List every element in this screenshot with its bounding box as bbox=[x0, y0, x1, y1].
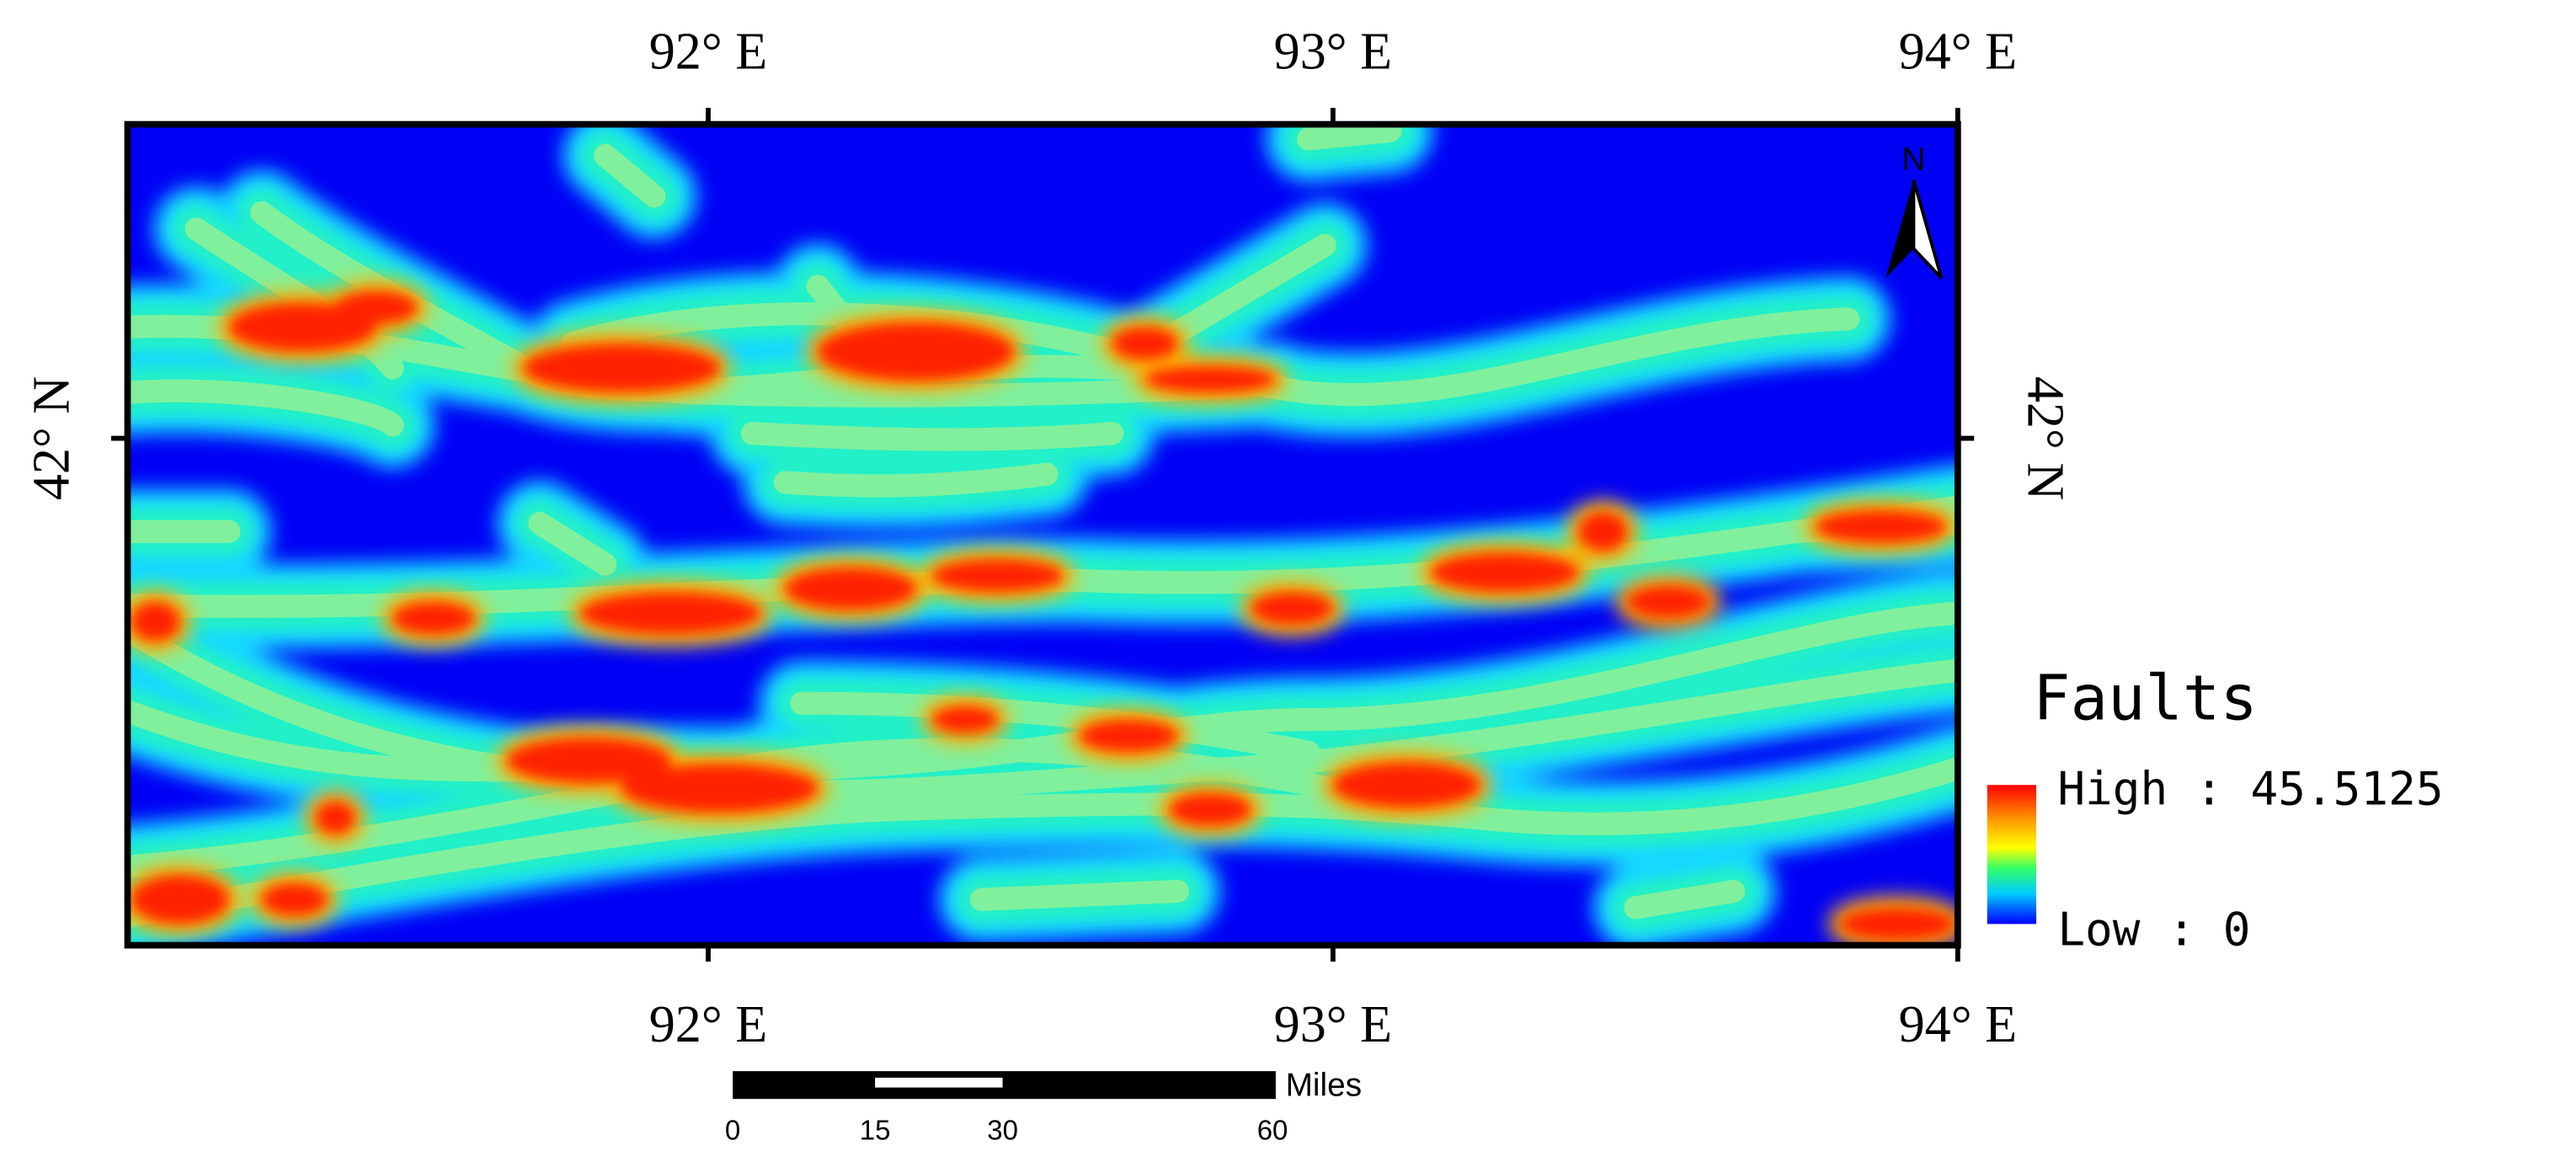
color-ramp bbox=[1987, 785, 2037, 925]
north-label: N bbox=[1901, 141, 1925, 178]
north-arrow: N bbox=[1885, 141, 1944, 280]
scale-unit: Miles bbox=[1286, 1067, 1363, 1103]
lon-label: 93° E bbox=[1274, 24, 1392, 81]
lon-label: 93° E bbox=[1274, 996, 1392, 1053]
raster bbox=[127, 124, 1958, 946]
legend-low: Low : 0 bbox=[2057, 903, 2250, 957]
graticule-ticks bbox=[111, 108, 1975, 962]
legend: Faults High : 45.5125 Low : 0 bbox=[1987, 663, 2444, 957]
lat-label: 42° N bbox=[24, 376, 81, 500]
lon-label: 92° E bbox=[649, 24, 767, 81]
legend-title: Faults bbox=[2033, 663, 2258, 735]
scale-label: 30 bbox=[987, 1115, 1018, 1146]
legend-high: High : 45.5125 bbox=[2057, 763, 2443, 816]
lon-label: 94° E bbox=[1899, 24, 2017, 81]
scale-label: 15 bbox=[860, 1115, 891, 1146]
lat-label: 42° N bbox=[2016, 376, 2073, 500]
scale-label: 60 bbox=[1257, 1115, 1288, 1146]
lon-label: 94° E bbox=[1899, 996, 2017, 1053]
scale-label: 0 bbox=[725, 1115, 740, 1146]
scale-bar: Miles 0 15 30 60 bbox=[725, 1067, 1362, 1145]
map-frame bbox=[124, 120, 1961, 949]
lon-label: 92° E bbox=[649, 996, 767, 1053]
